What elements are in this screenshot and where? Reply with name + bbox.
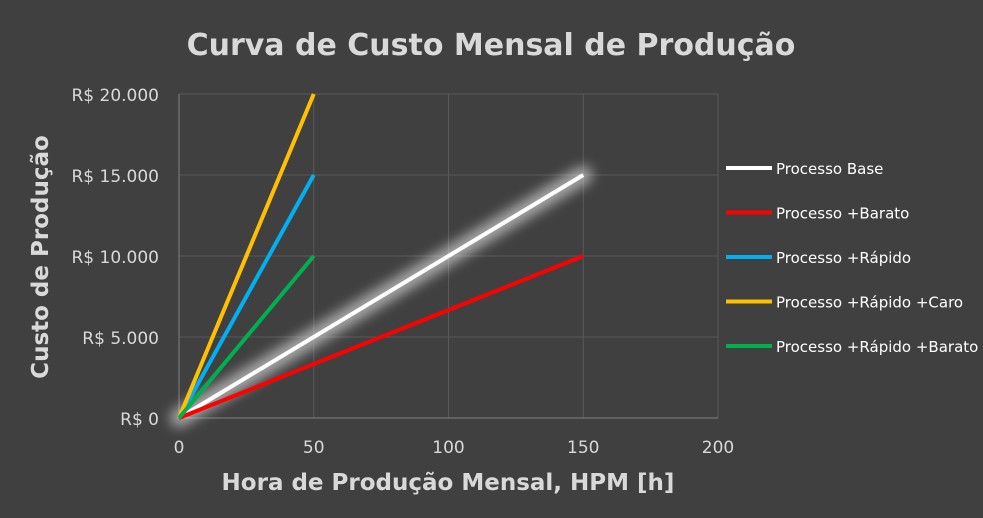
x-tick-label: 200 <box>702 438 734 458</box>
legend-label: Processo +Rápido +Caro <box>776 294 963 312</box>
legend-label: Processo +Barato <box>776 205 909 223</box>
y-tick-label: R$ 10.000 <box>71 248 159 268</box>
y-axis-title: Custo de Produção <box>28 135 54 379</box>
legend: Processo Base Processo +Barato Processo +R… <box>726 160 978 356</box>
legend-item-processo-r-pido: Processo +Rápido <box>726 249 911 267</box>
legend-item-processo-r-pido-barato: Processo +Rápido +Barato <box>726 338 978 356</box>
x-axis-title: Hora de Produção Mensal, HPM [h] <box>222 470 675 496</box>
series-line-processo-base <box>177 173 585 420</box>
legend-item-processo-barato: Processo +Barato <box>726 205 909 223</box>
x-tick-label: 150 <box>567 438 599 458</box>
legend-item-processo-r-pido-caro: Processo +Rápido +Caro <box>726 294 963 312</box>
axes <box>178 94 718 419</box>
series-line-processo-barato <box>178 254 584 420</box>
legend-label: Processo Base <box>776 160 883 178</box>
series-lines <box>170 93 593 427</box>
legend-item-processo-base: Processo Base <box>726 160 883 178</box>
x-tick-label: 100 <box>432 438 464 458</box>
series-line-processo-r-pido-barato <box>177 254 316 420</box>
x-tick-label: 50 <box>303 438 325 458</box>
chart-title: Curva de Custo Mensal de Produção <box>187 28 796 63</box>
x-tick-label: 0 <box>174 438 185 458</box>
y-tick-label: R$ 15.000 <box>71 167 159 187</box>
legend-label: Processo +Rápido <box>776 249 911 267</box>
series-line-processo-r-pido-caro <box>177 93 316 419</box>
y-tick-label: R$ 20.000 <box>71 86 159 106</box>
y-tick-label: R$ 0 <box>120 410 159 430</box>
legend-label: Processo +Rápido +Barato <box>776 338 978 356</box>
tick-labels: R$ 0 R$ 5.000 R$ 10.000 R$ 15.000 R$ 20.000 0… <box>71 86 734 458</box>
series-line-processo-r-pido <box>177 174 316 419</box>
y-tick-label: R$ 5.000 <box>82 329 159 349</box>
